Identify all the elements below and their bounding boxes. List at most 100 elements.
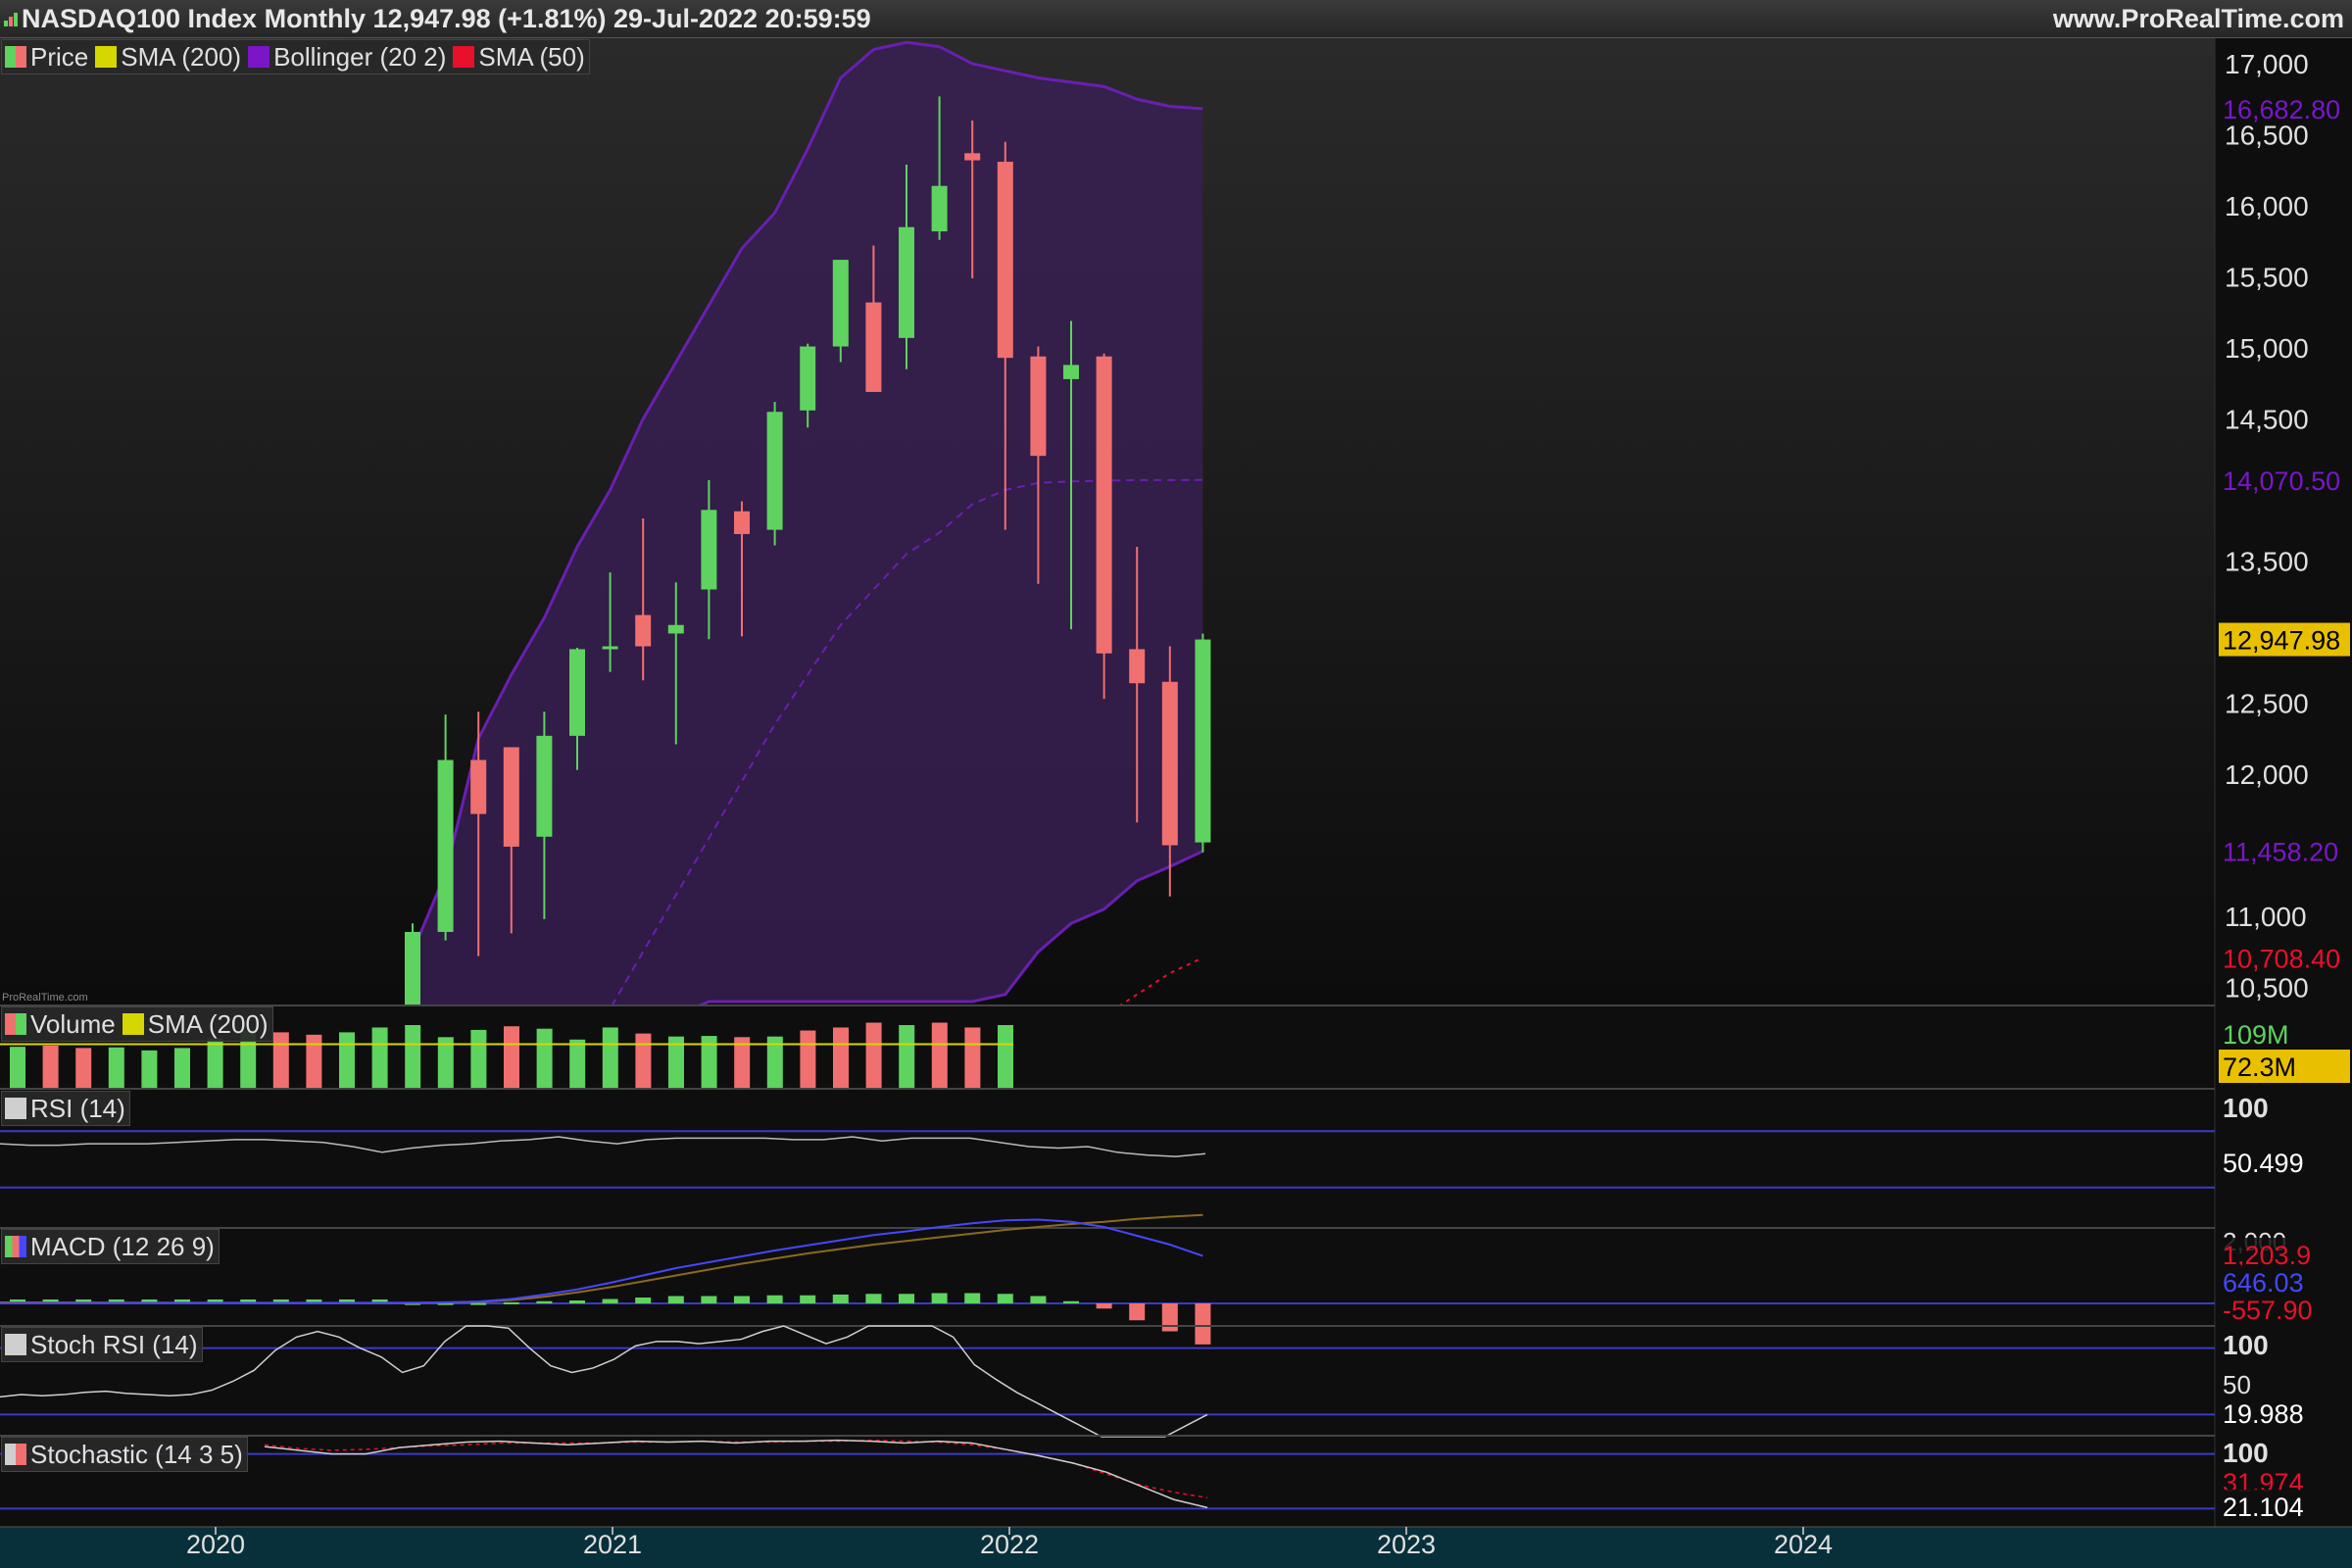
candle-down xyxy=(635,614,652,647)
price-swatch-icon xyxy=(5,46,26,68)
rsi-last-label: 50.499 xyxy=(2223,1149,2304,1178)
macd-hist-bar xyxy=(997,1294,1013,1303)
rsi-panel: 100 50.499 xyxy=(0,1088,2350,1189)
volume-sma-label: 72.3M xyxy=(2223,1053,2296,1082)
price-panel: 10,500 11,000 12,000 12,500 13,500 14,500 15,0… xyxy=(405,37,2350,1529)
stoch-rsi-line xyxy=(0,1325,1208,1438)
stoch-rsi-last-label: 19.988 xyxy=(2223,1399,2304,1429)
macd-hist-label-bg xyxy=(2219,1293,2350,1326)
price-last-label: 12,947.98 xyxy=(2223,626,2340,656)
legend-sma50[interactable]: SMA (50) xyxy=(450,41,585,73)
price-tick-label: 15,000 xyxy=(2225,333,2309,364)
legend-rsi-label: RSI (14) xyxy=(30,1093,125,1123)
candle-up xyxy=(931,185,948,232)
macd-hist-bar xyxy=(1129,1303,1146,1321)
macd-hist-bar xyxy=(306,1299,322,1303)
x-tick-label: 2022 xyxy=(980,1530,1039,1559)
stochastic-legend[interactable]: Stochastic (14 3 5) xyxy=(1,1437,248,1472)
legend-price-label: Price xyxy=(30,41,89,72)
macd-hist-bar xyxy=(339,1299,355,1303)
macd-hist-bar xyxy=(1161,1303,1178,1332)
macd-swatch-icon xyxy=(5,1236,26,1257)
price-tick-label: 15,500 xyxy=(2225,263,2309,293)
candle-down xyxy=(1030,356,1047,457)
rsi-legend[interactable]: RSI (14) xyxy=(1,1091,130,1126)
macd-hist-bar xyxy=(1195,1303,1211,1345)
macd-hist-bar xyxy=(701,1296,717,1303)
volume-bar xyxy=(668,1036,684,1088)
volume-bar xyxy=(405,1025,421,1088)
candle-up xyxy=(569,649,585,736)
macd-hist-bar xyxy=(800,1295,816,1303)
price-last-label: 14,070.50 xyxy=(2223,466,2340,496)
volume-legend: Volume SMA (200) xyxy=(1,1006,273,1042)
volume-bar xyxy=(371,1027,388,1088)
site-url[interactable]: www.ProRealTime.com xyxy=(2052,4,2344,33)
legend-stoch-rsi-label: Stoch RSI (14) xyxy=(30,1329,198,1359)
price-last-label: 10,708.40 xyxy=(2223,944,2340,973)
candle-up xyxy=(437,760,454,932)
legend-sma200-label: SMA (200) xyxy=(121,41,242,72)
legend-volume-label: Volume xyxy=(30,1008,116,1039)
volume-bar xyxy=(42,1045,59,1088)
volume-bar xyxy=(272,1032,289,1088)
watermark: ProRealTime.com xyxy=(2,992,88,1004)
candle-up xyxy=(899,226,914,338)
price-last-label-bg xyxy=(2219,941,2350,975)
volume-last-label: 109M xyxy=(2223,1020,2289,1050)
stoch-rsi-swatch-icon xyxy=(5,1334,26,1355)
legend-volume[interactable]: Volume xyxy=(2,1009,116,1040)
stoch-rsi-tick-100: 100 xyxy=(2223,1330,2269,1360)
macd-hist-bar xyxy=(437,1302,454,1305)
legend-bollinger[interactable]: Bollinger (20 2) xyxy=(245,42,446,73)
macd-hist-bar xyxy=(1096,1303,1112,1309)
bollinger-mid-line xyxy=(611,478,1203,1004)
volume-last-label-bg xyxy=(2219,1017,2350,1051)
candle-up xyxy=(1195,639,1211,843)
price-legend: Price SMA (200) Bollinger (20 2) SMA (50… xyxy=(1,39,590,74)
macd-legend[interactable]: MACD (12 26 9) xyxy=(1,1229,220,1264)
macd-hist-bar xyxy=(503,1301,519,1304)
macd-hist-bar xyxy=(667,1296,684,1303)
stochastic-swatch-icon xyxy=(5,1444,26,1465)
macd-hist-bar xyxy=(569,1300,585,1303)
candle-down xyxy=(997,162,1013,359)
volume-bar xyxy=(998,1025,1013,1088)
legend-sma200[interactable]: SMA (200) xyxy=(92,42,241,73)
price-last-label-bg xyxy=(2219,834,2350,868)
volume-bar xyxy=(734,1037,751,1088)
macd-hist-bar xyxy=(899,1294,914,1303)
chart-title: NASDAQ100 Index Monthly 12,947.98 (+1.81… xyxy=(22,4,871,33)
candle-up xyxy=(766,412,783,530)
volume-bar xyxy=(602,1027,618,1088)
stoch-rsi-legend[interactable]: Stoch RSI (14) xyxy=(1,1327,203,1362)
legend-price[interactable]: Price xyxy=(2,42,88,73)
price-tick-label: 12,000 xyxy=(2225,760,2309,790)
price-tick-label: 13,500 xyxy=(2225,547,2309,577)
candle-down xyxy=(1096,356,1112,654)
price-tick-label: 14,500 xyxy=(2225,405,2309,435)
legend-sma50-label: SMA (50) xyxy=(478,41,585,72)
price-last-label-bg xyxy=(2219,622,2350,657)
volume-bar xyxy=(306,1034,322,1088)
legend-stochastic-label: Stochastic (14 3 5) xyxy=(30,1439,243,1469)
macd-line xyxy=(0,1218,1203,1304)
bollinger-swatch-icon xyxy=(248,46,270,68)
price-tick-label: 11,000 xyxy=(2225,902,2307,932)
macd-hist-bar xyxy=(536,1300,553,1303)
legend-volume-sma200[interactable]: SMA (200) xyxy=(120,1009,269,1040)
rsi-line xyxy=(0,1136,1206,1157)
volume-sma200-swatch-icon xyxy=(122,1013,144,1035)
macd-hist-bar xyxy=(1063,1300,1079,1303)
candle-up xyxy=(832,260,849,347)
candle-up xyxy=(701,510,717,590)
price-last-label: 11,458.20 xyxy=(2223,838,2338,867)
volume-bar xyxy=(800,1030,816,1088)
macd-hist-bar xyxy=(174,1299,190,1303)
stochastic-k-line xyxy=(264,1439,1208,1509)
candle-up xyxy=(667,624,684,634)
x-tick-label: 2021 xyxy=(583,1530,642,1559)
